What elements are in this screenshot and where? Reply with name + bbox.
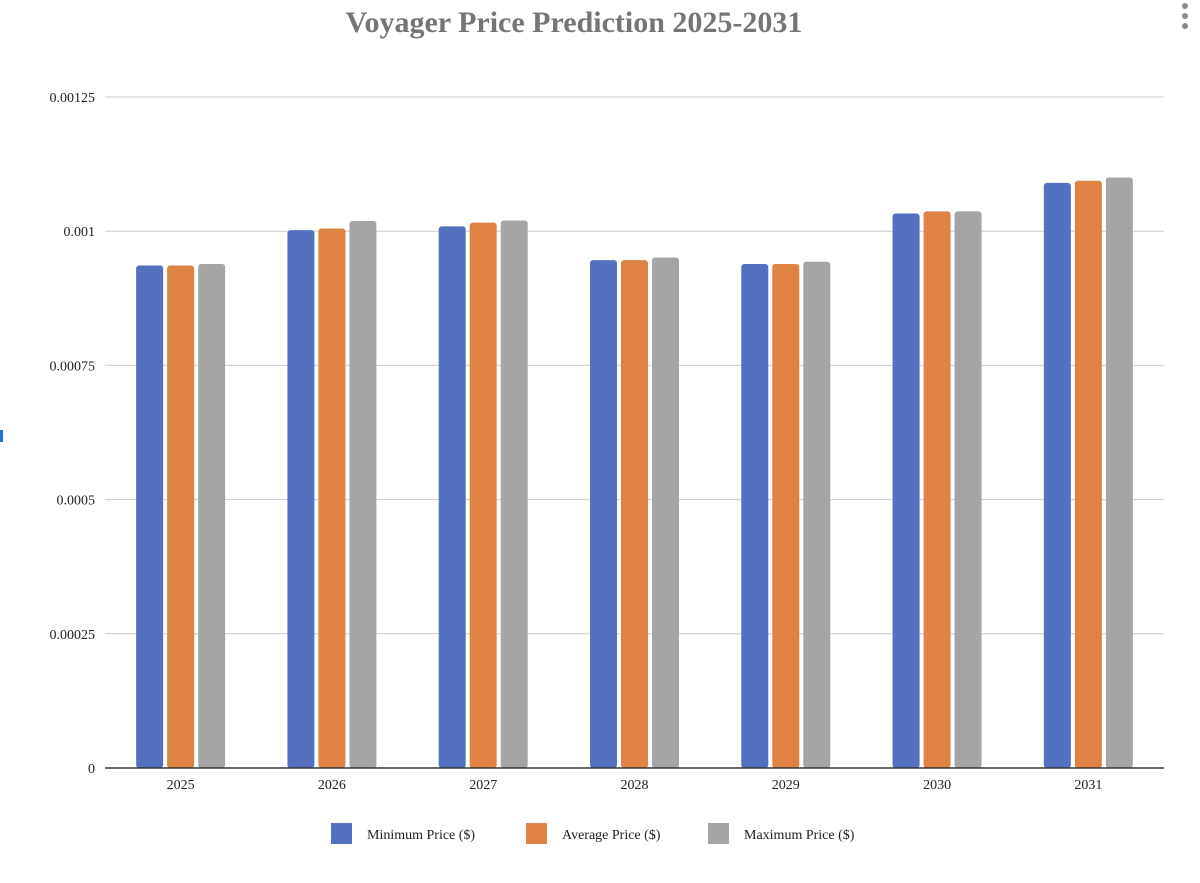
legend-label: Average Price ($) [562,828,661,843]
bar-2027-avg [469,222,497,768]
legend-swatch [331,823,352,844]
bar-2029-avg [772,263,800,768]
bar-2025-max [198,263,226,768]
y-tick-label: 0.0005 [57,494,96,509]
y-tick-label: 0 [88,762,95,777]
bar-2030-avg [923,211,951,769]
bar-2029-min [741,263,769,768]
side-marker [0,430,3,442]
bar-2026-max [349,221,377,768]
bar-2031-min [1043,182,1071,768]
bar-2030-max [954,211,982,769]
y-tick-label: 0.001 [64,225,96,240]
x-tick-label: 2028 [621,778,649,793]
bar-2026-min [287,230,315,768]
bar-2028-max [652,257,679,768]
y-tick-label: 0.00125 [50,91,96,106]
bar-2031-max [1105,177,1133,768]
x-tick-label: 2029 [772,778,800,793]
bar-2031-avg [1074,180,1102,769]
bar-2030-min [892,213,920,768]
bars [136,177,1133,769]
legend-swatch [708,823,729,844]
bar-2025-min [136,265,164,768]
bar-2028-avg [621,260,648,768]
bar-2029-max [803,261,831,768]
bar-2028-min [590,260,617,768]
bar-2027-max [500,220,528,769]
bar-2025-avg [167,265,195,768]
x-tick-label: 2030 [923,778,951,793]
y-tick-label: 0.00025 [50,628,96,643]
more-options-icon[interactable] [1182,3,1188,29]
legend: Minimum Price ($) Average Price ($) Maximu… [331,823,855,844]
x-tick-label: 2025 [167,778,195,793]
x-tick-label: 2031 [1074,778,1102,793]
x-tick-label: 2027 [469,778,497,793]
y-tick-label: 0.00075 [50,359,96,374]
x-tick-label: 2026 [318,778,346,793]
y-axis-ticks: 0 0.00025 0.0005 0.00075 0.001 0.00125 [50,91,96,777]
chart-title: Voyager Price Prediction 2025-2031 [346,6,803,39]
legend-label: Minimum Price ($) [367,828,475,843]
bar-2027-min [438,226,466,769]
legend-label: Maximum Price ($) [744,828,855,843]
legend-swatch [526,823,547,844]
x-axis-ticks: 2025 2026 2027 2028 2029 2030 2031 [167,778,1103,793]
bar-2026-avg [318,228,346,769]
